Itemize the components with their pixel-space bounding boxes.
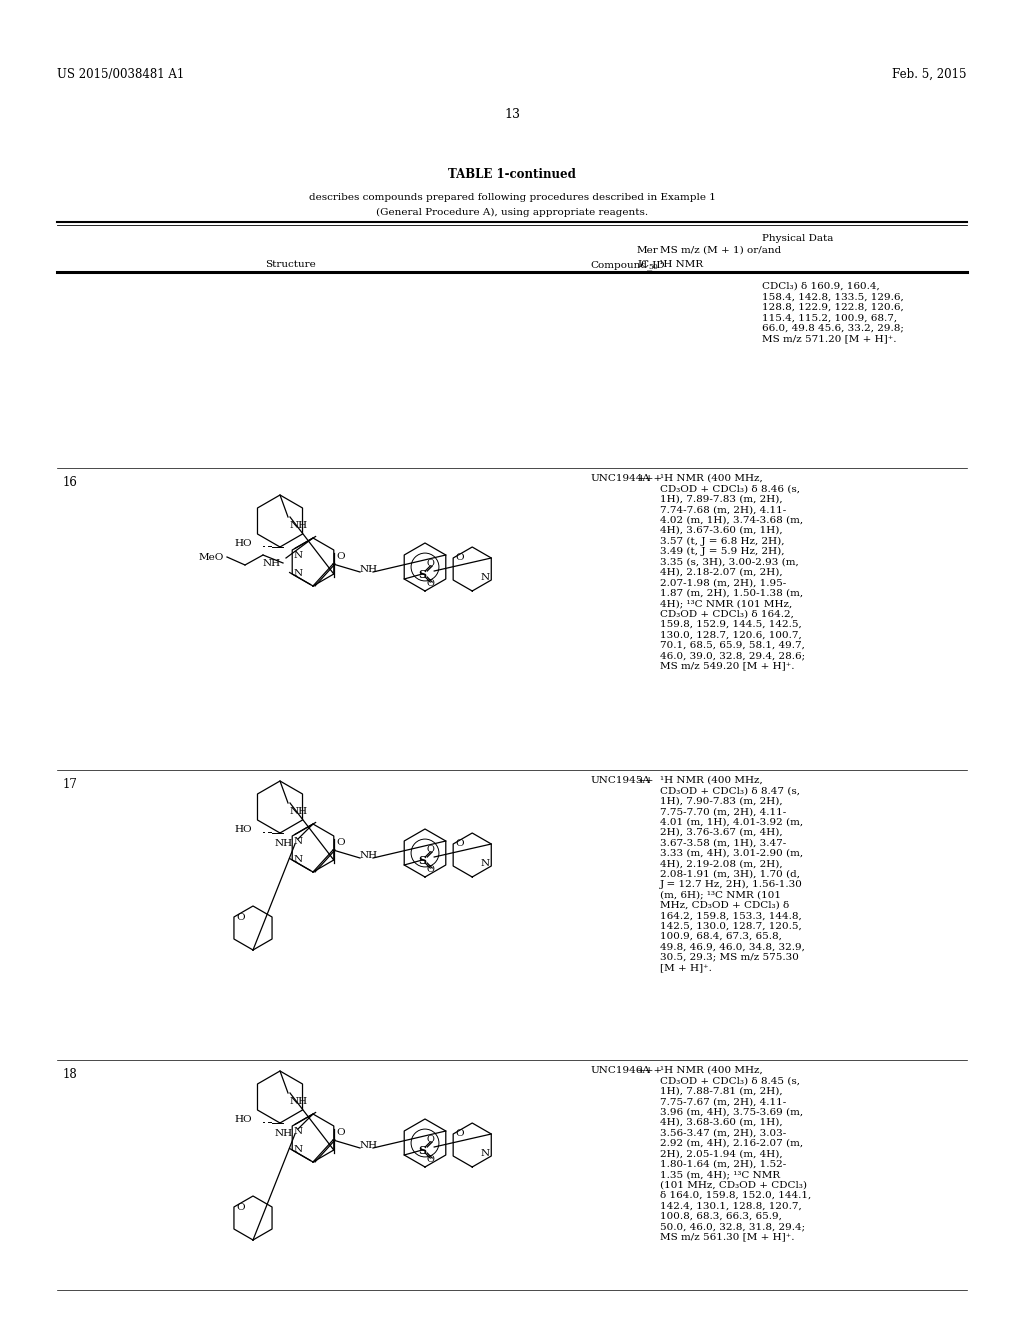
Text: O: O [455,1130,464,1138]
Text: N: N [293,854,302,863]
Text: US 2015/0038481 A1: US 2015/0038481 A1 [57,69,184,81]
Text: UNC1946A: UNC1946A [590,1067,650,1074]
Text: S: S [418,854,426,866]
Text: S: S [418,569,426,579]
Text: NH: NH [360,565,378,574]
Text: ++: ++ [637,776,654,785]
Text: Compound_ID: Compound_ID [590,260,665,269]
Text: O: O [236,912,245,921]
Text: describes compounds prepared following procedures described in Example 1: describes compounds prepared following p… [308,193,716,202]
Text: CDCl₃) δ 160.9, 160.4,
158.4, 142.8, 133.5, 129.6,
128.8, 122.9, 122.8, 120.6,
1: CDCl₃) δ 160.9, 160.4, 158.4, 142.8, 133… [762,282,904,343]
Text: N: N [293,569,302,578]
Text: UNC1944A: UNC1944A [590,474,650,483]
Text: O: O [455,553,464,562]
Text: MS m/z (M + 1) or/and: MS m/z (M + 1) or/and [660,246,781,255]
Text: O: O [426,579,434,589]
Text: (General Procedure A), using appropriate reagents.: (General Procedure A), using appropriate… [376,209,648,216]
Text: +++: +++ [637,1067,664,1074]
Text: ¹H NMR: ¹H NMR [656,260,703,269]
Text: O: O [336,552,345,561]
Text: Mer: Mer [637,246,658,255]
Text: Physical Data: Physical Data [762,234,834,243]
Text: ¹H NMR (400 MHz,
CD₃OD + CDCl₃) δ 8.46 (s,
1H), 7.89-7.83 (m, 2H),
7.74-7.68 (m,: ¹H NMR (400 MHz, CD₃OD + CDCl₃) δ 8.46 (… [660,474,805,671]
Text: Structure: Structure [264,260,315,269]
Text: 18: 18 [63,1068,78,1081]
Text: S: S [418,1144,426,1155]
Text: N: N [480,573,489,582]
Text: O: O [426,866,434,874]
Text: HO: HO [234,1114,252,1123]
Text: N: N [480,1148,489,1158]
Text: 13: 13 [504,108,520,121]
Text: NH: NH [290,807,308,816]
Text: NH: NH [360,1140,378,1150]
Text: N: N [293,1127,302,1137]
Text: UNC1945A: UNC1945A [590,776,650,785]
Text: NH: NH [274,1130,293,1138]
Text: O: O [236,1203,245,1212]
Text: O: O [426,1155,434,1164]
Text: NH: NH [263,558,281,568]
Text: NH: NH [274,840,293,849]
Text: HO: HO [234,539,252,548]
Text: N: N [293,837,302,846]
Text: O: O [426,846,434,854]
Text: O: O [426,560,434,569]
Text: +++: +++ [637,474,664,483]
Text: N: N [480,859,489,869]
Text: MeO: MeO [199,553,224,561]
Text: 16: 16 [63,477,78,488]
Text: IC: IC [637,260,649,269]
Text: NH: NH [360,851,378,861]
Text: NH: NH [290,1097,308,1106]
Text: TABLE 1-continued: TABLE 1-continued [449,168,575,181]
Text: HO: HO [234,825,252,833]
Text: O: O [426,1135,434,1144]
Text: 50: 50 [648,263,657,271]
Text: N: N [293,1144,302,1154]
Text: NH: NH [290,521,308,531]
Text: Feb. 5, 2015: Feb. 5, 2015 [893,69,967,81]
Text: N: N [293,550,302,560]
Text: O: O [336,1129,345,1137]
Text: O: O [336,838,345,847]
Text: 17: 17 [63,777,78,791]
Text: ¹H NMR (400 MHz,
CD₃OD + CDCl₃) δ 8.47 (s,
1H), 7.90-7.83 (m, 2H),
7.75-7.70 (m,: ¹H NMR (400 MHz, CD₃OD + CDCl₃) δ 8.47 (… [660,776,805,973]
Text: O: O [455,840,464,849]
Text: ¹H NMR (400 MHz,
CD₃OD + CDCl₃) δ 8.45 (s,
1H), 7.88-7.81 (m, 2H),
7.75-7.67 (m,: ¹H NMR (400 MHz, CD₃OD + CDCl₃) δ 8.45 (… [660,1067,811,1241]
